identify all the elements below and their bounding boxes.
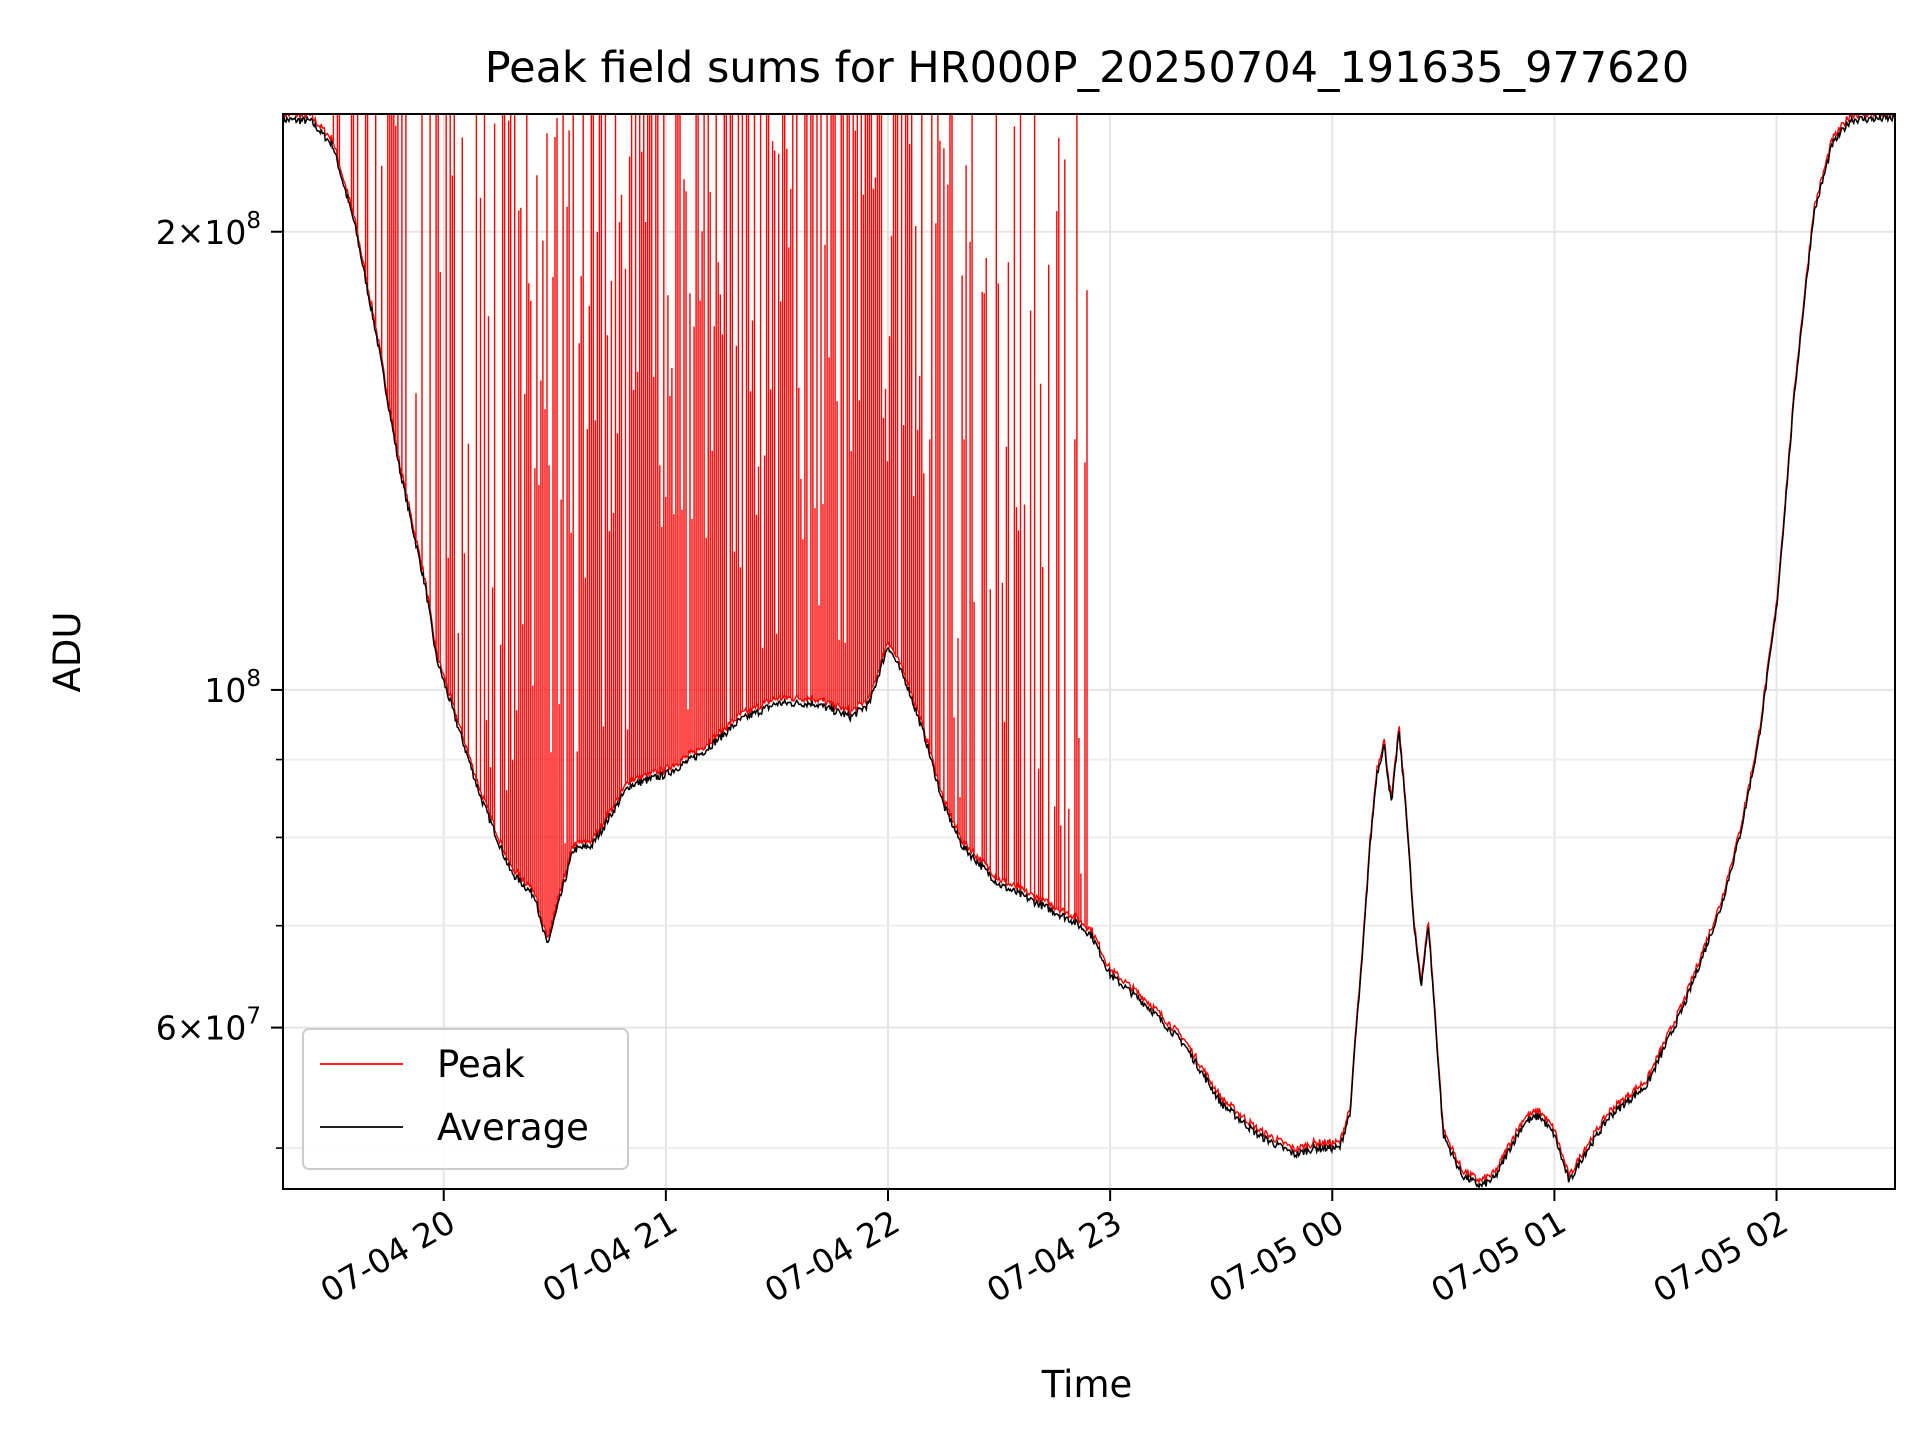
x-axis-label: Time: [1041, 1363, 1133, 1406]
y-axis-label: ADU: [46, 612, 89, 693]
chart-title: Peak field sums for HR000P_20250704_1916…: [485, 43, 1690, 93]
y-tick-label: 6×107: [156, 1004, 261, 1048]
plot-frame: [282, 113, 1896, 1190]
y-tick-label: 2×108: [156, 208, 261, 252]
legend: Peak Average: [302, 1028, 629, 1170]
series-average-line: [283, 114, 1895, 1189]
legend-peak-label: Peak: [437, 1043, 525, 1086]
legend-average-label: Average: [437, 1106, 589, 1149]
